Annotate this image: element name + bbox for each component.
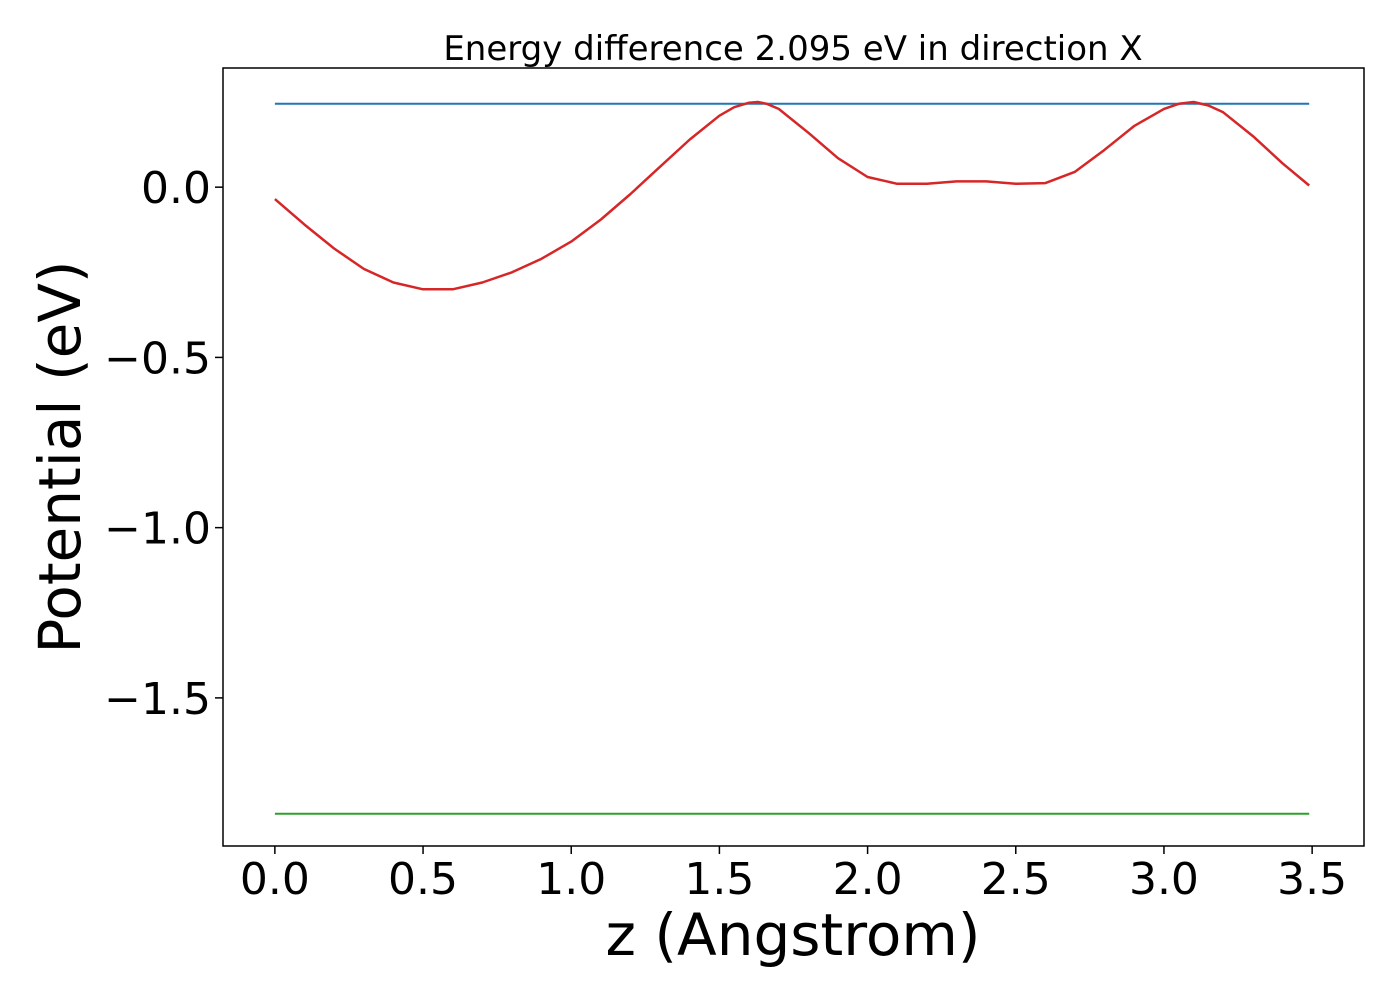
- y-tick-label: −1.5: [104, 674, 211, 725]
- x-tick-label: 0.0: [240, 854, 310, 905]
- x-tick-label: 0.5: [388, 854, 458, 905]
- x-tick-label: 2.0: [833, 854, 903, 905]
- x-tick-label: 3.5: [1277, 854, 1347, 905]
- plot-frame: [222, 67, 1365, 847]
- y-tick-label: 0.0: [141, 163, 211, 214]
- chart-title: Energy difference 2.095 eV in direction …: [443, 29, 1142, 69]
- series-line-1: [274, 100, 1310, 291]
- x-tick-label: 1.5: [684, 854, 754, 905]
- plot-lines: [274, 100, 1310, 815]
- x-tick-label: 1.0: [536, 854, 606, 905]
- x-tick-label: 3.0: [1129, 854, 1199, 905]
- y-tick-label: −1.0: [104, 504, 211, 555]
- y-axis-label: Potential (eV): [26, 260, 94, 653]
- x-axis-ticks: 0.0 0.5 1.0 1.5 2.0 2.5 3.0 3.5: [240, 846, 1347, 905]
- y-axis-ticks: 0.0 −0.5 −1.0 −1.5: [104, 163, 223, 725]
- y-tick-label: −0.5: [104, 333, 211, 384]
- x-axis-label: z (Angstrom): [606, 901, 981, 969]
- x-tick-label: 2.5: [981, 854, 1051, 905]
